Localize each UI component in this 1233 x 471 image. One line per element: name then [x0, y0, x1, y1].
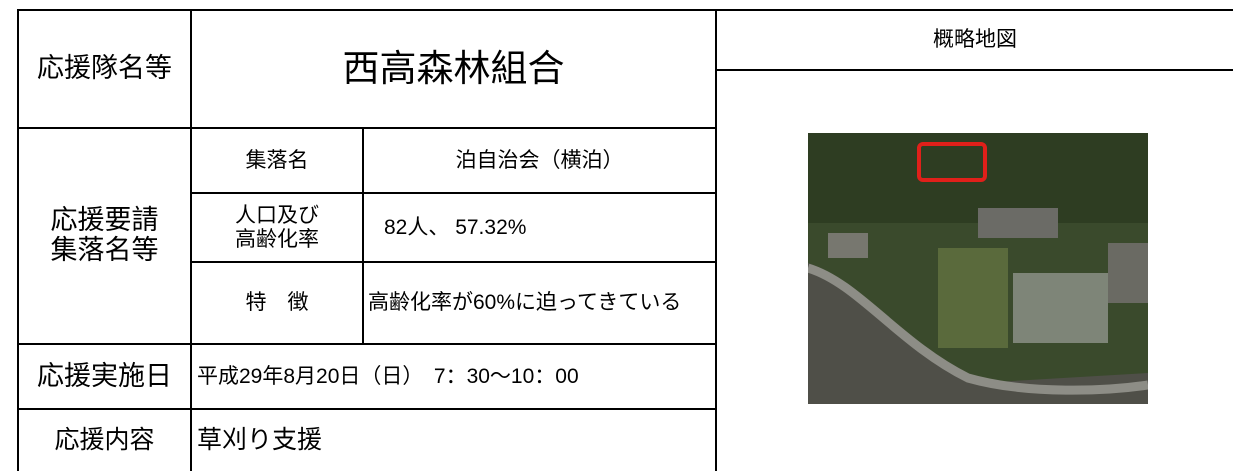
map-image: [808, 133, 1148, 404]
date-label: 応援実施日: [37, 360, 172, 391]
feature: 高齢化率が60%に迫ってきている: [368, 291, 682, 315]
border: [17, 343, 717, 345]
border: [716, 69, 1233, 71]
content: 草刈り支援: [197, 425, 323, 454]
team-label: 応援隊名等: [37, 53, 172, 84]
map-field: [938, 248, 1008, 348]
population: 82人、 57.32%: [384, 215, 527, 239]
map-title: 概略地図: [933, 28, 1017, 52]
team-name: 西高森林組合: [342, 47, 565, 89]
border: [715, 9, 717, 471]
border: [17, 9, 19, 471]
map-road: [808, 263, 1148, 395]
date: 平成29年8月20日（日） 7：30〜10：00: [197, 364, 579, 388]
border: [190, 9, 192, 471]
border: [17, 408, 717, 410]
border: [18, 9, 1233, 11]
border: [362, 127, 364, 345]
map-area: [808, 263, 1148, 404]
map-greenhouse: [1013, 273, 1108, 343]
border: [17, 127, 717, 129]
map-building: [1108, 243, 1148, 303]
border: [190, 261, 717, 263]
map-building: [828, 233, 868, 258]
border: [190, 192, 717, 194]
village-name: 泊自治会（横泊）: [455, 148, 624, 172]
village-name-label: 集落名: [245, 148, 309, 172]
feature-label: 特 徴: [245, 291, 309, 315]
map-highlight: [917, 142, 987, 182]
population-label: 人口及び 高齢化率: [235, 204, 319, 251]
village-group-label: 応援要請 集落名等: [50, 205, 159, 265]
map-building: [978, 208, 1058, 238]
content-label: 応援内容: [54, 425, 155, 454]
